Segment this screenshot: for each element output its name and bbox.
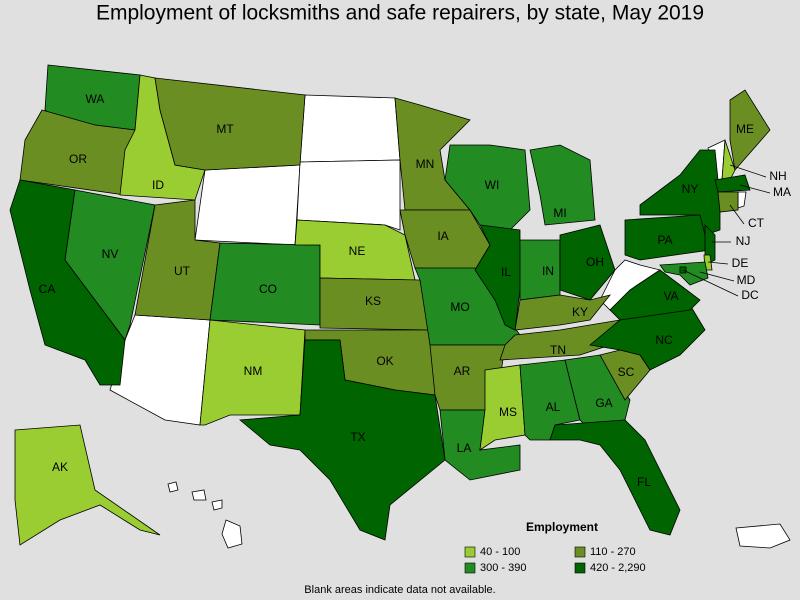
state-shape	[639, 149, 721, 236]
state-label: FL	[637, 475, 651, 489]
legend-swatch	[574, 546, 586, 558]
leader-line	[729, 164, 767, 178]
state-shape	[221, 519, 243, 549]
state-label: OR	[69, 152, 87, 166]
state-label: OH	[586, 255, 604, 269]
state-label: NY	[682, 182, 699, 196]
state-shape	[609, 269, 701, 321]
legend-swatch	[464, 546, 476, 558]
state-label: IA	[437, 229, 448, 243]
state-label: MS	[499, 405, 517, 419]
state-shape	[14, 424, 161, 546]
state-label: DE	[732, 256, 749, 270]
footnote: Blank areas indicate data not available.	[304, 584, 495, 596]
state-label: IL	[501, 265, 511, 279]
state-label: NH	[769, 169, 786, 183]
state-shape	[167, 481, 179, 493]
state-label: KS	[365, 294, 381, 308]
state-shape	[519, 239, 561, 301]
state-label: NV	[102, 247, 119, 261]
state-shape	[154, 77, 306, 171]
state-label: NM	[244, 364, 263, 378]
state-shape	[238, 339, 446, 541]
state-label: ME	[736, 122, 754, 136]
state-shape	[296, 159, 401, 231]
state-label: NJ	[736, 234, 751, 248]
state-label: CA	[39, 282, 56, 296]
state-label: AL	[546, 400, 561, 414]
state-label: AR	[454, 364, 471, 378]
legend-label: 40 - 100	[480, 546, 520, 558]
state-shape	[194, 164, 301, 246]
state-label: UT	[174, 264, 191, 278]
legend-title: Employment	[526, 520, 598, 534]
state-shape	[714, 174, 751, 193]
state-label: MN	[416, 157, 435, 171]
state-label: SC	[618, 365, 635, 379]
map-title: Employment of locksmiths and safe repair…	[96, 2, 704, 25]
state-shape	[211, 499, 223, 511]
state-shape	[717, 191, 739, 213]
state-label: IN	[542, 264, 554, 278]
state-label: MI	[553, 206, 566, 220]
state-label: NE	[349, 244, 366, 258]
state-label: KY	[572, 305, 588, 319]
state-label: OK	[376, 354, 393, 368]
legend-swatch	[464, 562, 476, 574]
state-shape	[559, 224, 616, 301]
state-label: ID	[152, 178, 164, 192]
leader-line	[739, 184, 771, 194]
legend-swatch	[574, 562, 586, 574]
state-label: WI	[485, 178, 500, 192]
state-label: WA	[86, 92, 105, 106]
state-shape	[549, 419, 681, 536]
state-label: GA	[595, 396, 612, 410]
state-label: TN	[550, 343, 566, 357]
legend-label: 420 - 2,290	[590, 562, 646, 574]
state-shape	[514, 294, 612, 331]
state-shape	[529, 144, 596, 226]
state-label: MT	[216, 122, 234, 136]
legend-label: 110 - 270	[590, 546, 636, 558]
state-label: LA	[457, 441, 472, 455]
state-shape	[299, 94, 401, 163]
state-shape	[729, 89, 771, 171]
state-label: MD	[737, 273, 756, 287]
state-shape	[659, 261, 709, 286]
leader-line	[682, 269, 739, 297]
leader-line	[699, 271, 735, 282]
state-label: AK	[52, 460, 68, 474]
state-label: NC	[655, 333, 673, 347]
legend-label: 300 - 390	[480, 562, 526, 574]
state-label: MO	[450, 300, 469, 314]
state-shape	[64, 189, 156, 341]
blank-states	[109, 94, 791, 549]
state-shape	[735, 523, 791, 549]
state-label: MA	[773, 185, 791, 199]
state-label: VA	[663, 289, 678, 303]
leader-line	[707, 261, 729, 265]
state-label: TX	[350, 430, 365, 444]
states: WA OR CA NV ID MT UT CO NM NE KS OK TX MN IA MO AR LA WI IL…	[9, 64, 791, 546]
state-shape	[624, 214, 711, 261]
leader-line	[729, 204, 745, 225]
state-label: DC	[741, 288, 759, 302]
state-label: CT	[748, 216, 765, 230]
legend: Employment 40 - 100 110 - 270 300 - 390 420…	[464, 520, 646, 574]
state-label: PA	[657, 233, 672, 247]
state-shape	[191, 489, 207, 501]
state-label: CO	[259, 282, 277, 296]
